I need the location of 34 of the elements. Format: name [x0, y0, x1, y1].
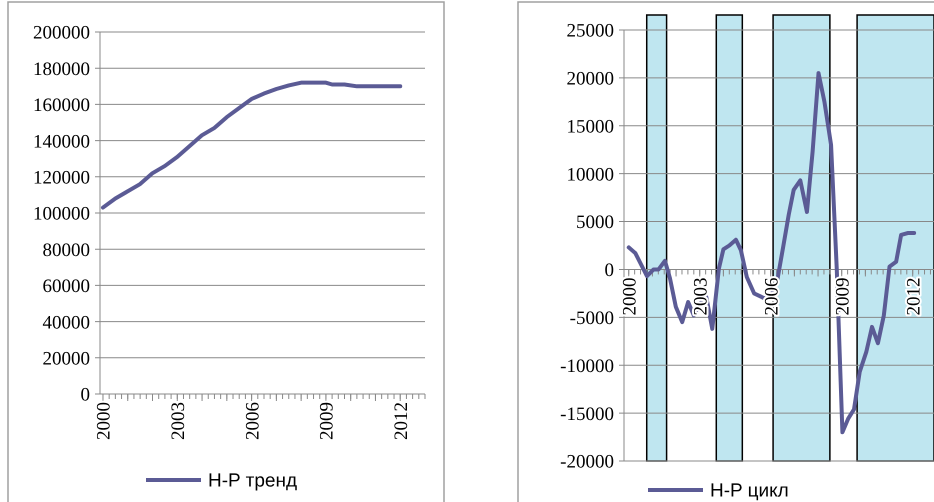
x-tick-label: 2012 [390, 402, 412, 440]
y-tick-label: 180000 [33, 58, 90, 80]
y-tick-label: -20000 [560, 452, 614, 473]
x-tick-label: 2003 [168, 402, 189, 440]
y-tick-label: 60000 [42, 276, 90, 298]
y-tick-label: 5000 [576, 212, 614, 234]
x-tick-label: 2012 [903, 277, 924, 316]
y-tick-label: 80000 [42, 240, 90, 261]
x-tick-label: 2009 [832, 277, 854, 316]
y-tick-label: 160000 [33, 95, 90, 116]
y-tick-label: 10000 [566, 164, 614, 186]
x-tick-label: 2006 [242, 402, 264, 440]
y-tick-label: 15000 [566, 116, 614, 138]
y-tick-label: 140000 [33, 131, 90, 152]
y-tick-label: 40000 [42, 312, 90, 334]
y-tick-label: 20000 [566, 68, 614, 90]
y-tick-label: -10000 [560, 356, 614, 377]
y-tick-label: 120000 [33, 167, 90, 188]
x-tick-label: 2006 [761, 277, 782, 316]
y-tick-label: 100000 [33, 204, 90, 225]
y-tick-label: 25000 [566, 20, 614, 42]
y-tick-label: -15000 [560, 404, 614, 425]
y-tick-label: 0 [80, 384, 90, 406]
y-tick-label: 200000 [33, 22, 90, 44]
y-tick-label: 0 [604, 260, 614, 282]
y-tick-label: -5000 [570, 308, 614, 329]
x-tick-label: 2003 [690, 277, 712, 316]
legend-label: H-P тренд [208, 470, 298, 492]
line-series [100, 80, 402, 210]
legend-label: H-P цикл [710, 480, 789, 502]
x-tick-label: 2009 [316, 402, 338, 440]
x-tick-label: 2000 [94, 402, 115, 440]
x-tick-label: 2000 [619, 277, 640, 316]
y-tick-label: 20000 [42, 348, 90, 370]
